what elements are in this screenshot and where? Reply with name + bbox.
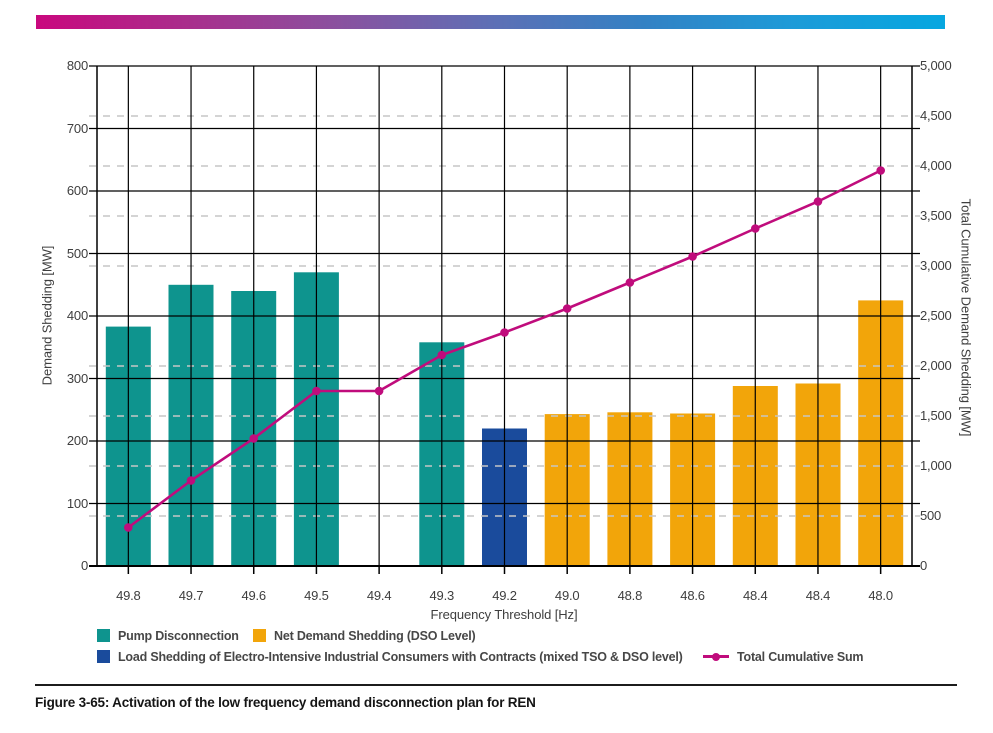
right-axis-tick-2,500: 2,500 [920,308,952,323]
x-axis-tick-48.4-10: 48.4 [743,588,768,603]
cumulative-point-49.5 [312,386,321,396]
right-axis-tick-2,000: 2,000 [920,358,952,373]
x-axis-tick-48.4-11: 48.4 [805,588,831,603]
legend-line-dot-marker [703,650,729,663]
left-axis-tick-400: 400 [66,308,88,323]
chart-plot [89,65,920,574]
left-axis-tick-100: 100 [66,495,88,511]
x-axis-tick-49.2-6: 49.2 [492,588,517,603]
right-axis-tick-500: 500 [920,508,942,523]
x-axis-tick-48.0-12: 48.0 [868,588,893,603]
figure-caption: Figure 3-65: Activation of the low frequ… [35,695,536,710]
cumulative-point-49.2 [500,328,509,337]
x-axis-tick-48.6-9: 48.6 [680,588,705,603]
legend-swatch-orange [253,629,266,642]
header-gradient-bar [36,15,945,29]
legend-item-net-demand-shedding: Net Demand Shedding (DSO Level) [253,628,476,643]
right-axis-tick-3,000: 3,000 [920,258,952,273]
left-axis-tick-800: 800 [66,58,88,73]
x-axis-tick-49.0-7: 49.0 [554,588,580,603]
right-axis-tick-5,000: 5,000 [920,58,952,73]
left-axis-tick-200: 200 [66,433,88,448]
legend-label: Load Shedding of Electro-Intensive Indus… [118,649,683,664]
x-axis-tick-49.5-3: 49.5 [304,588,329,603]
caption-divider [35,684,957,686]
legend-label: Net Demand Shedding (DSO Level) [274,628,476,643]
left-axis-tick-700: 700 [66,120,88,136]
cumulative-point-49.7 [186,476,196,485]
cumulative-point-49.8 [124,523,133,532]
right-axis-tick-3,500: 3,500 [920,208,952,223]
right-axis-title: Total Cumulative Demand Shedding [MW] [958,198,974,437]
x-axis-tick-49.3-5: 49.3 [429,588,455,603]
legend-label: Pump Disconnection [118,628,239,643]
legend-item-load-shedding-industrial: Load Shedding of Electro-Intensive Indus… [97,649,683,664]
cumulative-point-48.8 [625,278,635,287]
legend-item-total-cumulative-sum: Total Cumulative Sum [703,649,864,664]
left-axis-tick-600: 600 [66,183,88,198]
right-axis-tick-4,000: 4,000 [920,158,952,173]
left-axis-tick-300: 300 [66,370,88,386]
cumulative-point-49.6 [249,434,258,443]
left-axis-title: Demand Shedding [MW] [39,245,55,386]
cumulative-point-48.6 [688,252,697,261]
cumulative-point-49.3 [437,350,447,360]
cumulative-point-48.0 [876,166,885,175]
x-axis-tick-49.8-0: 49.8 [116,588,141,603]
left-axis-tick-500: 500 [66,245,88,261]
left-axis-tick-0: 0 [80,558,88,573]
x-axis-title: Frequency Threshold [Hz] [430,607,578,622]
legend-swatch-blue [97,650,110,663]
right-axis-tick-1,000: 1,000 [920,458,952,473]
x-axis-tick-49.7-1: 49.7 [178,588,204,603]
cumulative-point-49.4 [374,386,384,396]
right-axis-tick-1,500: 1,500 [920,408,952,423]
cumulative-point-48.4 [813,197,823,206]
cumulative-point-49.0 [562,304,572,313]
right-axis-tick-4,500: 4,500 [920,108,952,123]
legend-label: Total Cumulative Sum [737,649,864,664]
legend-swatch-teal [97,629,110,642]
cumulative-point-48.4 [751,224,760,233]
legend-item-pump-disconnection: Pump Disconnection [97,628,239,643]
x-axis-tick-48.8-8: 48.8 [617,588,643,603]
x-axis-tick-49.6-2: 49.6 [241,588,266,603]
x-axis-tick-49.4-4: 49.4 [366,588,392,603]
right-axis-tick-0: 0 [920,558,928,573]
